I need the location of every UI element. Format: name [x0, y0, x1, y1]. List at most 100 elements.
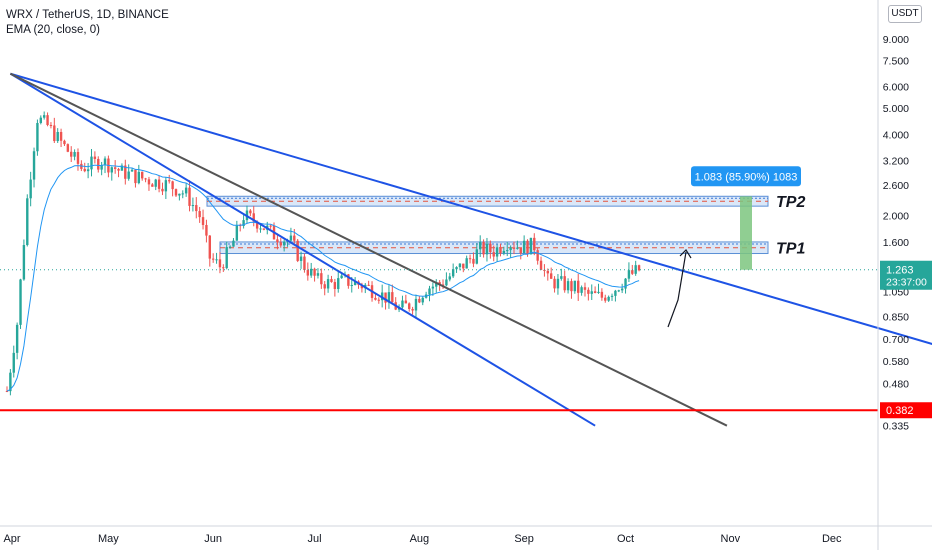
candle-body — [570, 281, 573, 292]
candle-body — [39, 117, 42, 123]
candle-body — [208, 235, 211, 259]
candle-body — [19, 279, 22, 325]
candle-body — [492, 252, 495, 257]
candle-body — [350, 285, 353, 287]
indicator-label[interactable]: EMA (20, close, 0) — [6, 24, 100, 36]
candle-body — [536, 250, 539, 261]
candle-body — [627, 270, 631, 279]
candle-body — [485, 243, 489, 255]
candle-body — [141, 171, 144, 179]
candle-body — [188, 187, 191, 206]
candle-body — [157, 179, 161, 189]
candle-body — [475, 249, 479, 264]
candle-body — [519, 247, 522, 254]
candle-body — [320, 273, 323, 285]
y-tick-label: 7.500 — [883, 55, 909, 67]
candle-body — [12, 352, 15, 373]
x-tick-label: Aug — [410, 533, 430, 545]
candle-body — [593, 291, 597, 293]
countdown-label: 23:37:00 — [886, 277, 927, 289]
candle-body — [26, 198, 29, 246]
candle-body — [522, 240, 526, 254]
candle-body — [587, 289, 590, 294]
ema-layer — [6, 164, 640, 392]
y-tick-label: 0.335 — [883, 421, 909, 433]
candle-body — [90, 156, 93, 170]
zone-label-tp1: TP1 — [776, 241, 805, 258]
y-tick-label: 4.000 — [883, 129, 909, 141]
candle-body — [590, 291, 593, 294]
candle-body — [529, 237, 533, 255]
candle-body — [269, 225, 272, 227]
candle-body — [242, 220, 245, 227]
candle-body — [225, 247, 228, 269]
candle-body — [178, 193, 181, 196]
candle-body — [495, 247, 499, 257]
candle-body — [404, 300, 408, 304]
candle-body — [330, 279, 333, 283]
candle-body — [539, 260, 543, 270]
projection-arrow — [667, 251, 687, 328]
candle-body — [201, 217, 205, 225]
y-tick-label: 0.700 — [883, 334, 909, 346]
y-tick-label: 3.200 — [883, 156, 909, 168]
candle-body — [441, 284, 445, 286]
candle-body — [326, 279, 330, 289]
measure-badge — [691, 166, 801, 187]
projection-arrow-head — [679, 249, 692, 259]
candle-body — [451, 269, 455, 277]
candle-body — [59, 131, 63, 141]
candle-body — [181, 193, 184, 195]
candle-body — [316, 273, 320, 276]
trendlines-layer[interactable] — [0, 72, 932, 427]
y-tick-label: 0.580 — [883, 356, 909, 368]
candle-body — [32, 151, 36, 180]
candle-body — [408, 303, 411, 309]
candle-body — [282, 241, 286, 246]
currency-unit-badge[interactable]: USDT — [888, 5, 922, 23]
candle-body — [137, 171, 141, 184]
candle-body — [29, 179, 32, 199]
support-price-label: 0.382 — [886, 405, 914, 417]
candle-body — [340, 275, 343, 279]
candle-body — [218, 259, 222, 268]
candle-body — [205, 224, 208, 236]
candle-body — [418, 298, 421, 303]
candle-body — [222, 267, 225, 269]
candle-body — [509, 247, 512, 251]
y-tick-label: 2.000 — [883, 211, 909, 223]
candle-body — [401, 300, 404, 308]
candle-body — [479, 241, 482, 250]
price-range-measure[interactable] — [740, 196, 752, 270]
candle-body — [472, 258, 475, 264]
candle-body — [235, 225, 239, 241]
candle-body — [117, 168, 120, 171]
symbol-title[interactable]: WRX / TetherUS, 1D, BINANCE — [6, 9, 169, 21]
trendline-2[interactable] — [9, 72, 596, 427]
trendline-1[interactable] — [10, 72, 932, 345]
candle-body — [289, 235, 293, 241]
candle-body — [279, 242, 282, 246]
candle-body — [634, 265, 637, 274]
measure-label: 1.083 (85.90%) 1083 — [695, 171, 798, 183]
candle-body — [66, 144, 70, 152]
y-tick-label: 9.000 — [883, 34, 909, 46]
candle-body — [482, 241, 485, 255]
candle-body — [9, 372, 12, 392]
candle-body — [374, 297, 377, 300]
candle-body — [76, 152, 80, 164]
candle-body — [377, 299, 380, 301]
candle-body — [151, 184, 154, 187]
candle-body — [56, 131, 59, 142]
candle-body — [637, 265, 641, 271]
candle-body — [549, 273, 553, 279]
candle-body — [333, 282, 337, 289]
trendline-3[interactable] — [9, 72, 728, 427]
x-tick-label: Apr — [3, 533, 20, 545]
candle-body — [556, 278, 560, 289]
candle-body — [614, 290, 617, 296]
candle-body — [391, 292, 394, 303]
candle-body — [147, 179, 151, 185]
